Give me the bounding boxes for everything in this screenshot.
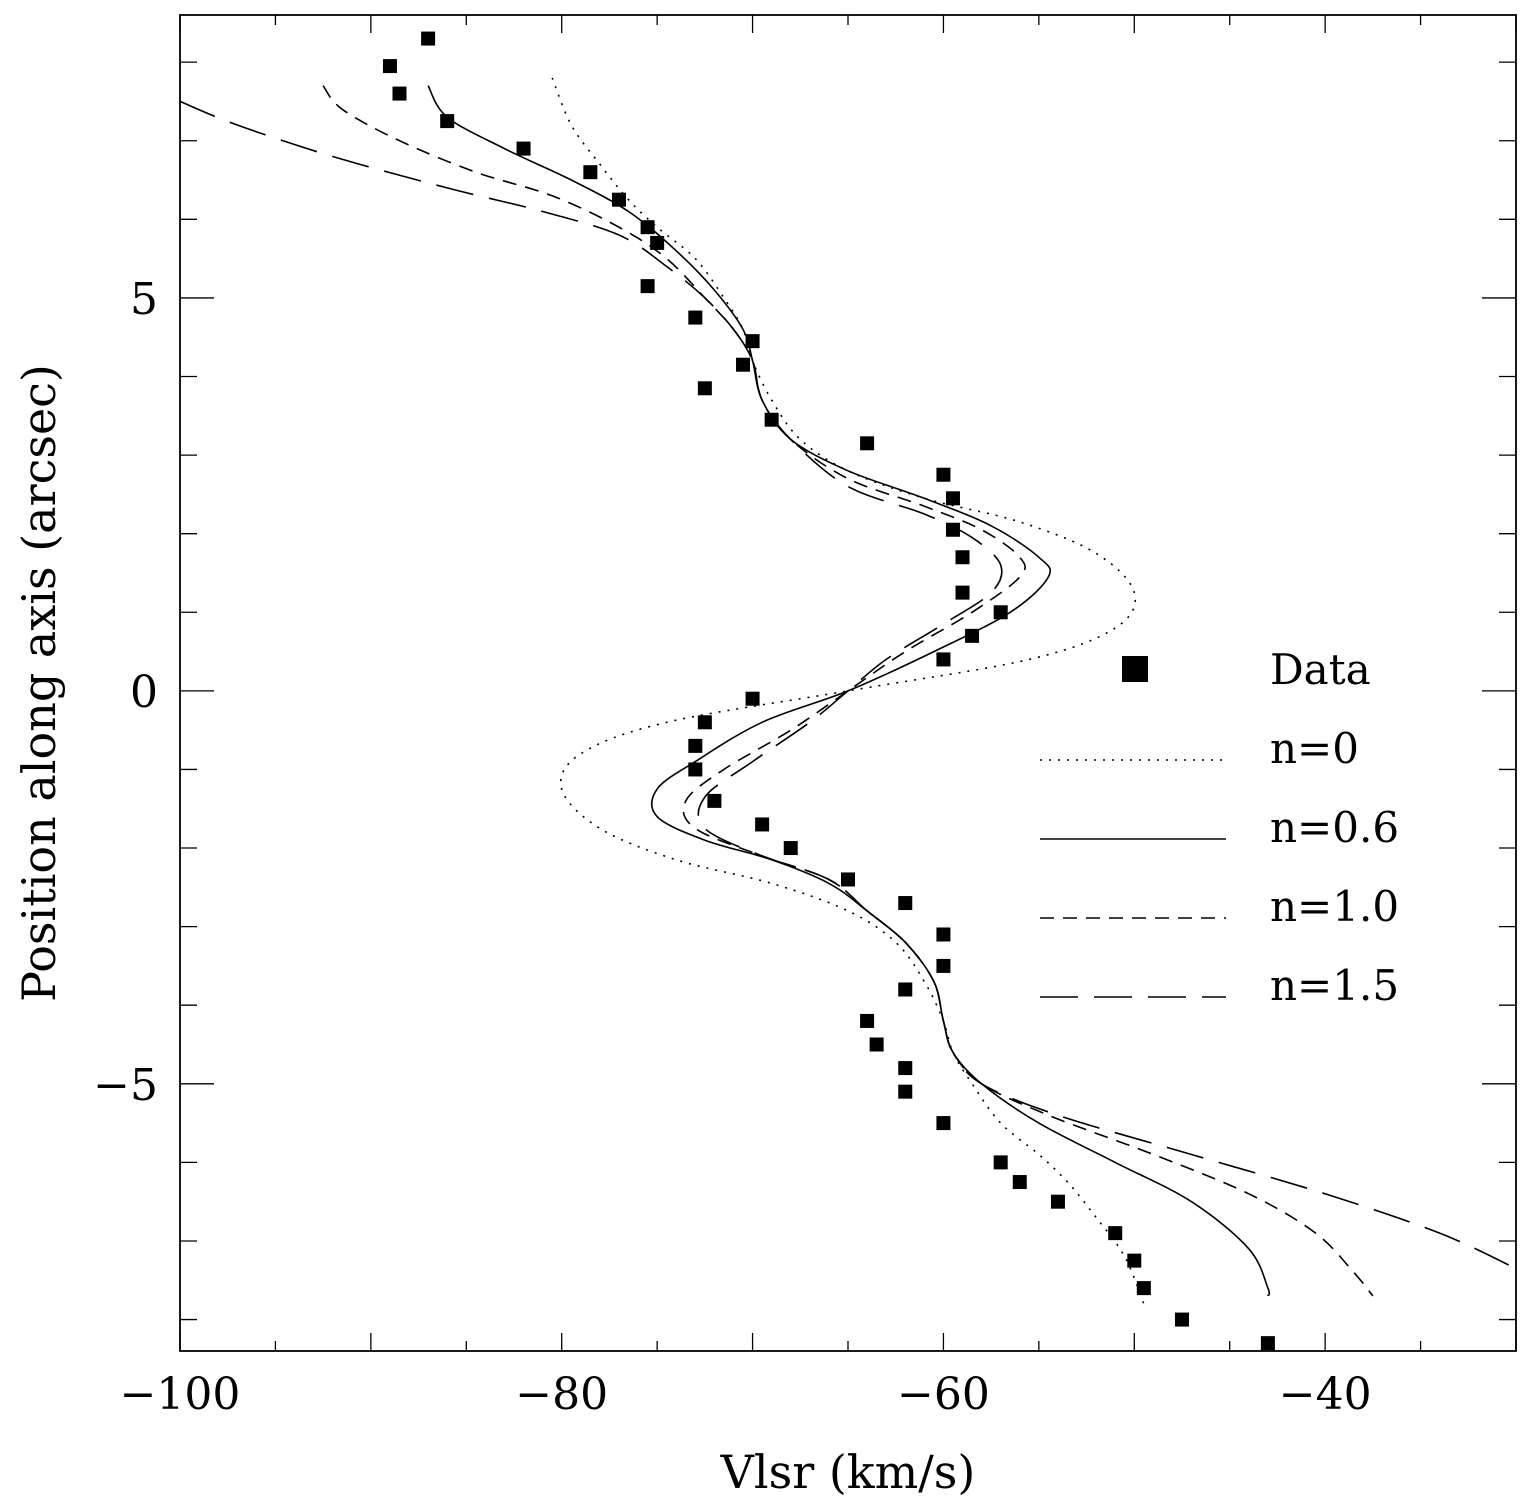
data-point [955,550,970,565]
data-point [697,715,712,730]
data-point [382,59,397,74]
legend-label: n=1.0 [1270,882,1399,931]
model-curves [179,77,1517,1305]
y-axis-label: Position along axis (arcsec) [12,364,66,1002]
data-point [1050,1194,1065,1209]
x-tick-label: −40 [1279,1369,1372,1420]
data-point [955,585,970,600]
data-point [516,141,531,156]
data-point [841,872,855,887]
data-point [697,381,712,396]
data-point [783,841,798,856]
data-point [736,357,751,372]
data-point [898,896,913,911]
data-point [392,86,407,101]
data-point [421,31,436,46]
data-point [640,220,655,235]
legend-marker-data [1122,656,1148,682]
legend-label: n=0 [1270,724,1359,773]
data-point [755,817,770,832]
data-point [993,1155,1008,1170]
data-points [382,31,1275,1351]
data-point [764,412,779,427]
x-tick-label: −100 [120,1369,241,1420]
data-point [1108,1226,1123,1241]
data-point [640,279,655,294]
data-point [936,927,951,942]
data-point [707,793,722,808]
legend-label: n=1.5 [1270,961,1399,1010]
data-point [688,738,703,753]
axis-ticks [179,15,1517,1351]
data-point [936,467,951,482]
data-point [745,334,760,349]
curve-n-1-5 [179,100,1517,1270]
data-point [688,762,703,777]
data-point [440,114,455,129]
data-point [1136,1281,1151,1296]
data-point [688,310,703,325]
data-point [945,491,960,506]
data-point [898,1084,913,1099]
data-point [611,192,626,207]
data-point [945,522,960,537]
data-point [965,628,980,643]
legend: Data n=0 n=0.6 n=1.0 n=1.5 [1040,645,1399,1010]
y-tick-label: 5 [130,274,158,325]
x-axis-label: Vlsr (km/s) [720,1445,976,1499]
axis-tick-labels: −100 −80 −60 −40 −5 0 5 [93,274,1371,1420]
data-point [745,691,760,706]
data-point [1175,1312,1189,1327]
data-point [993,605,1008,620]
legend-label: Data [1270,645,1371,694]
legend-label: n=0.6 [1270,803,1399,852]
data-point [936,1116,951,1131]
y-tick-label: 0 [130,667,158,718]
data-point [860,436,875,451]
data-point [936,958,951,973]
data-point [869,1037,884,1052]
data-point [936,652,951,667]
data-point [650,235,665,250]
data-point [1127,1253,1142,1268]
y-tick-label: −5 [93,1060,158,1111]
data-point [583,165,598,180]
data-point [1012,1175,1027,1190]
data-point [898,982,913,997]
data-point [860,1013,875,1028]
data-point [898,1061,913,1076]
data-point [1260,1336,1275,1351]
x-tick-label: −80 [515,1369,608,1420]
x-tick-label: −60 [897,1369,990,1420]
